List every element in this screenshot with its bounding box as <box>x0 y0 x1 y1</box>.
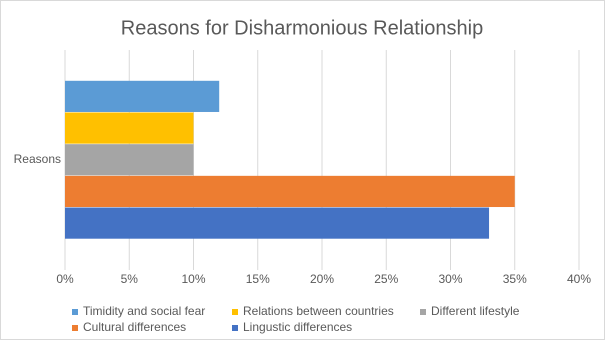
legend-label: Timidity and social fear <box>83 304 205 318</box>
x-tick-label: 0% <box>56 272 74 286</box>
x-tick-label: 40% <box>567 272 591 286</box>
bar <box>65 80 220 112</box>
x-tick-label: 5% <box>121 272 139 286</box>
bar <box>65 175 515 208</box>
y-tick-label: Reasons <box>14 152 61 166</box>
legend-marker <box>232 309 238 315</box>
legend-label: Different lifestyle <box>431 304 520 318</box>
x-tick-label: 30% <box>438 272 462 286</box>
legend-label: Relations between countries <box>243 304 394 318</box>
bar <box>65 144 194 176</box>
legend-marker <box>72 309 78 315</box>
legend-marker <box>420 309 426 315</box>
legend-marker <box>232 325 238 331</box>
x-tick-label: 10% <box>181 272 205 286</box>
bar <box>65 112 194 144</box>
chart-title: Reasons for Disharmonious Relationship <box>121 17 483 39</box>
legend-marker <box>72 325 78 331</box>
x-tick-label: 25% <box>374 272 398 286</box>
bar <box>65 207 490 239</box>
legend-label: Lingustic differences <box>243 320 352 334</box>
x-tick-label: 35% <box>503 272 527 286</box>
legend-label: Cultural differences <box>83 320 186 334</box>
x-tick-label: 15% <box>246 272 270 286</box>
x-tick-label: 20% <box>310 272 334 286</box>
